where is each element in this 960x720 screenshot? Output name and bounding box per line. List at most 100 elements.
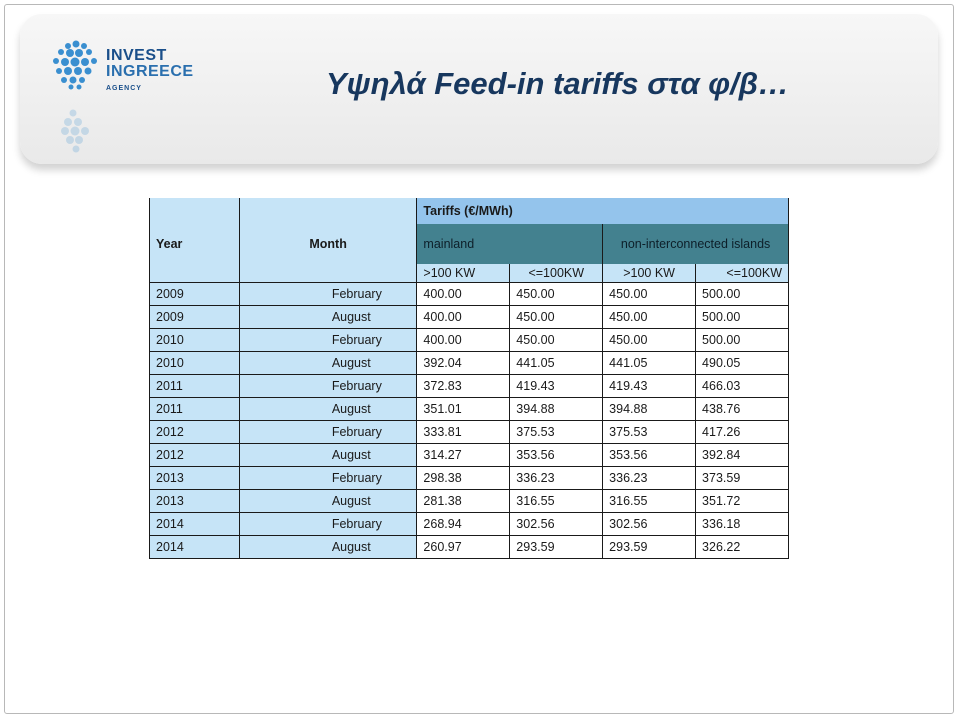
value-cell: 336.18 <box>695 512 789 536</box>
value-cell: 298.38 <box>416 466 511 490</box>
value-cell: 351.72 <box>695 489 789 513</box>
value-cell: 450.00 <box>602 305 697 329</box>
table-row: 2012 February 333.81 375.53 375.53 417.26 <box>149 420 789 444</box>
value-cell: 316.55 <box>602 489 697 513</box>
logo-line2: INGREECE <box>106 63 194 80</box>
value-cell: 336.23 <box>602 466 697 490</box>
value-cell: 392.84 <box>695 443 789 467</box>
value-cell: 326.22 <box>695 535 789 559</box>
logo-text: INVEST INGREECE AGENCY <box>106 48 194 97</box>
value-cell: 336.23 <box>509 466 604 490</box>
value-cell: 375.53 <box>602 420 697 444</box>
value-cell: 450.00 <box>602 328 697 352</box>
value-cell: 351.01 <box>416 397 511 421</box>
table-row: 2014 February 268.94 302.56 302.56 336.18 <box>149 512 789 536</box>
value-cell: 490.05 <box>695 351 789 375</box>
month-cell: August <box>238 535 418 559</box>
year-cell: 2010 <box>149 351 240 375</box>
month-cell: August <box>238 305 418 329</box>
value-cell: 373.59 <box>695 466 789 490</box>
month-cell: February <box>238 328 418 352</box>
header-band <box>20 14 938 164</box>
table-row: 2011 August 351.01 394.88 394.88 438.76 <box>149 397 789 421</box>
month-cell: February <box>238 420 418 444</box>
month-header: Month <box>238 224 418 264</box>
value-cell: 441.05 <box>602 351 697 375</box>
table-row: 2013 February 298.38 336.23 336.23 373.59 <box>149 466 789 490</box>
month-cell: February <box>238 282 418 306</box>
value-cell: 419.43 <box>509 374 604 398</box>
value-cell: 500.00 <box>695 328 789 352</box>
table-row: 2012 August 314.27 353.56 353.56 392.84 <box>149 443 789 467</box>
table-row: 2014 August 260.97 293.59 293.59 326.22 <box>149 535 789 559</box>
month-cell: August <box>238 351 418 375</box>
year-header: Year <box>149 224 240 264</box>
value-cell: 500.00 <box>695 282 789 306</box>
value-cell: 450.00 <box>509 305 604 329</box>
tariffs-table: Tariffs (€/MWh) Year Month mainland non-… <box>149 198 789 559</box>
page-title: Υψηλά Feed-in tariffs στα φ/β… <box>326 66 789 101</box>
value-cell: 400.00 <box>416 305 511 329</box>
table-row: 2010 February 400.00 450.00 450.00 500.00 <box>149 328 789 352</box>
year-cell: 2011 <box>149 374 240 398</box>
value-cell: 353.56 <box>509 443 604 467</box>
month-cell: February <box>238 512 418 536</box>
value-cell: 302.56 <box>509 512 604 536</box>
month-cell: February <box>238 466 418 490</box>
year-cell: 2012 <box>149 443 240 467</box>
value-cell: 316.55 <box>509 489 604 513</box>
year-cell: 2013 <box>149 466 240 490</box>
value-cell: 293.59 <box>602 535 697 559</box>
value-cell: 375.53 <box>509 420 604 444</box>
month-cell: August <box>238 397 418 421</box>
islands-header: non-interconnected islands <box>602 224 789 264</box>
value-cell: 293.59 <box>509 535 604 559</box>
header-blank-year-2 <box>149 264 240 283</box>
logo-globe-icon <box>53 40 97 90</box>
month-cell: August <box>238 489 418 513</box>
value-cell: 417.26 <box>695 420 789 444</box>
year-cell: 2012 <box>149 420 240 444</box>
value-cell: 438.76 <box>695 397 789 421</box>
value-cell: 302.56 <box>602 512 697 536</box>
logo-line1: INVEST <box>106 47 167 64</box>
value-cell: 353.56 <box>602 443 697 467</box>
table-row: 2010 August 392.04 441.05 441.05 490.05 <box>149 351 789 375</box>
month-cell: August <box>238 443 418 467</box>
year-cell: 2014 <box>149 512 240 536</box>
subheader-mainland-le100: <=100KW <box>509 264 604 283</box>
logo-reflection <box>48 96 104 157</box>
year-cell: 2013 <box>149 489 240 513</box>
subheader-islands-le100: <=100KW <box>695 264 789 283</box>
table-row: 2011 February 372.83 419.43 419.43 466.03 <box>149 374 789 398</box>
table-row: 2009 February 400.00 450.00 450.00 500.00 <box>149 282 789 306</box>
subheader-islands-gt100: >100 KW <box>602 264 697 283</box>
value-cell: 419.43 <box>602 374 697 398</box>
subheader-mainland-gt100: >100 KW <box>416 264 511 283</box>
value-cell: 392.04 <box>416 351 511 375</box>
header-blank-month <box>238 198 418 224</box>
value-cell: 333.81 <box>416 420 511 444</box>
header-blank-year <box>149 198 240 224</box>
year-cell: 2010 <box>149 328 240 352</box>
mainland-header: mainland <box>416 224 604 264</box>
value-cell: 400.00 <box>416 282 511 306</box>
value-cell: 500.00 <box>695 305 789 329</box>
logo-line3: AGENCY <box>106 85 142 92</box>
value-cell: 394.88 <box>509 397 604 421</box>
value-cell: 466.03 <box>695 374 789 398</box>
month-cell: February <box>238 374 418 398</box>
year-cell: 2011 <box>149 397 240 421</box>
value-cell: 450.00 <box>509 282 604 306</box>
value-cell: 450.00 <box>509 328 604 352</box>
value-cell: 372.83 <box>416 374 511 398</box>
value-cell: 268.94 <box>416 512 511 536</box>
table-row: 2009 August 400.00 450.00 450.00 500.00 <box>149 305 789 329</box>
value-cell: 441.05 <box>509 351 604 375</box>
value-cell: 314.27 <box>416 443 511 467</box>
table-row: 2013 August 281.38 316.55 316.55 351.72 <box>149 489 789 513</box>
header-blank-month-2 <box>238 264 418 283</box>
year-cell: 2014 <box>149 535 240 559</box>
year-cell: 2009 <box>149 282 240 306</box>
value-cell: 450.00 <box>602 282 697 306</box>
